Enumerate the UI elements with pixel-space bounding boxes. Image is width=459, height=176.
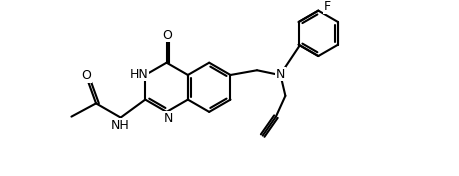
Text: N: N: [276, 68, 285, 81]
Text: O: O: [82, 69, 91, 82]
Text: O: O: [162, 29, 173, 42]
Text: HN: HN: [129, 68, 148, 81]
Text: NH: NH: [110, 118, 129, 131]
Text: N: N: [164, 112, 173, 125]
Text: F: F: [324, 0, 331, 13]
